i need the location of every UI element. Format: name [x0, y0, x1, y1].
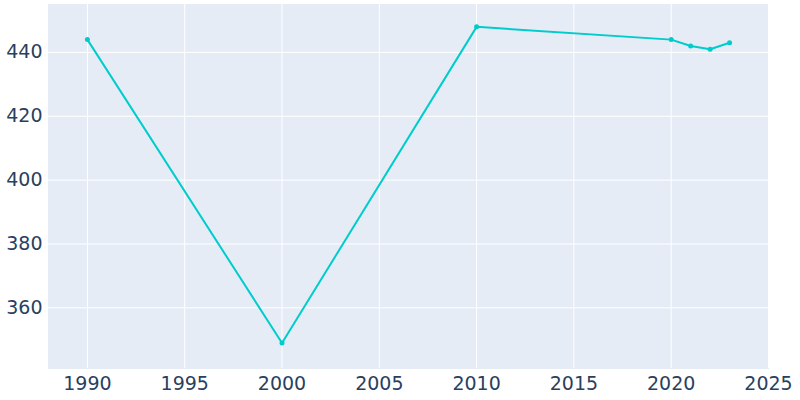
svg-text:1990: 1990 [63, 372, 111, 394]
svg-text:400: 400 [6, 168, 42, 190]
svg-text:2000: 2000 [258, 372, 306, 394]
svg-text:2005: 2005 [355, 372, 403, 394]
svg-text:440: 440 [6, 40, 42, 62]
svg-text:420: 420 [6, 104, 42, 126]
svg-text:380: 380 [6, 232, 42, 254]
svg-text:360: 360 [6, 296, 42, 318]
svg-text:2015: 2015 [550, 372, 598, 394]
svg-text:1995: 1995 [161, 372, 209, 394]
svg-text:2010: 2010 [452, 372, 500, 394]
svg-text:2025: 2025 [744, 372, 792, 394]
svg-text:2020: 2020 [647, 372, 695, 394]
